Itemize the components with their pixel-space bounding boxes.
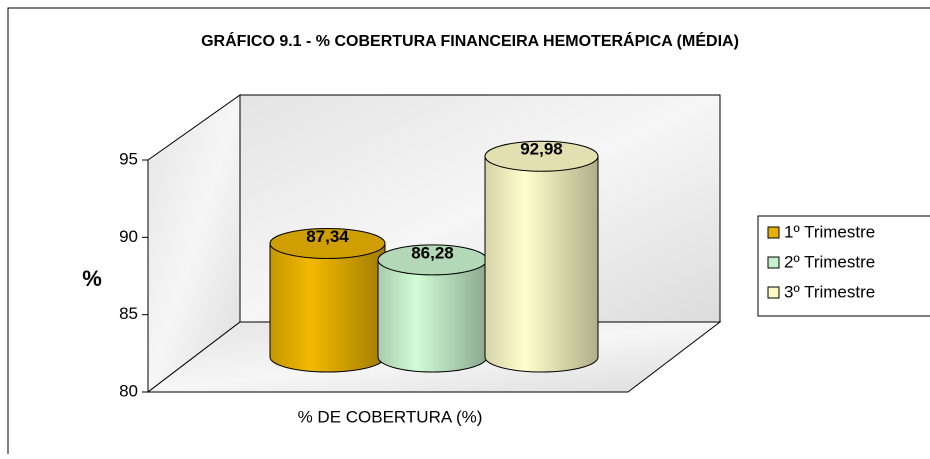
y-tick-label: 95 bbox=[119, 149, 138, 168]
legend-label: 3º Trimestre bbox=[784, 282, 875, 301]
y-tick-label: 90 bbox=[119, 227, 138, 246]
bar-top bbox=[269, 227, 386, 259]
data-label: 87,34 bbox=[306, 227, 349, 246]
y-tick-label: 80 bbox=[119, 381, 138, 400]
legend-swatch bbox=[767, 256, 780, 269]
legend-label: 1º Trimestre bbox=[784, 222, 875, 241]
bar bbox=[269, 242, 386, 373]
chart-frame bbox=[7, 7, 930, 459]
legend bbox=[757, 215, 930, 317]
bar-top bbox=[484, 140, 599, 172]
data-label: 86,28 bbox=[411, 243, 454, 262]
data-label: 92,98 bbox=[520, 140, 563, 159]
x-tick-label: % DE COBERTURA (%) bbox=[298, 407, 483, 426]
bar bbox=[484, 155, 599, 373]
legend-swatch bbox=[767, 226, 780, 239]
bar bbox=[377, 259, 488, 373]
chart-title: GRÁFICO 9.1 - % COBERTURA FINANCEIRA HEM… bbox=[201, 31, 739, 50]
legend-swatch bbox=[767, 286, 780, 299]
legend-label: 2º Trimestre bbox=[784, 252, 875, 271]
y-axis-label: % bbox=[82, 266, 102, 291]
y-tick-label: 85 bbox=[119, 304, 138, 323]
